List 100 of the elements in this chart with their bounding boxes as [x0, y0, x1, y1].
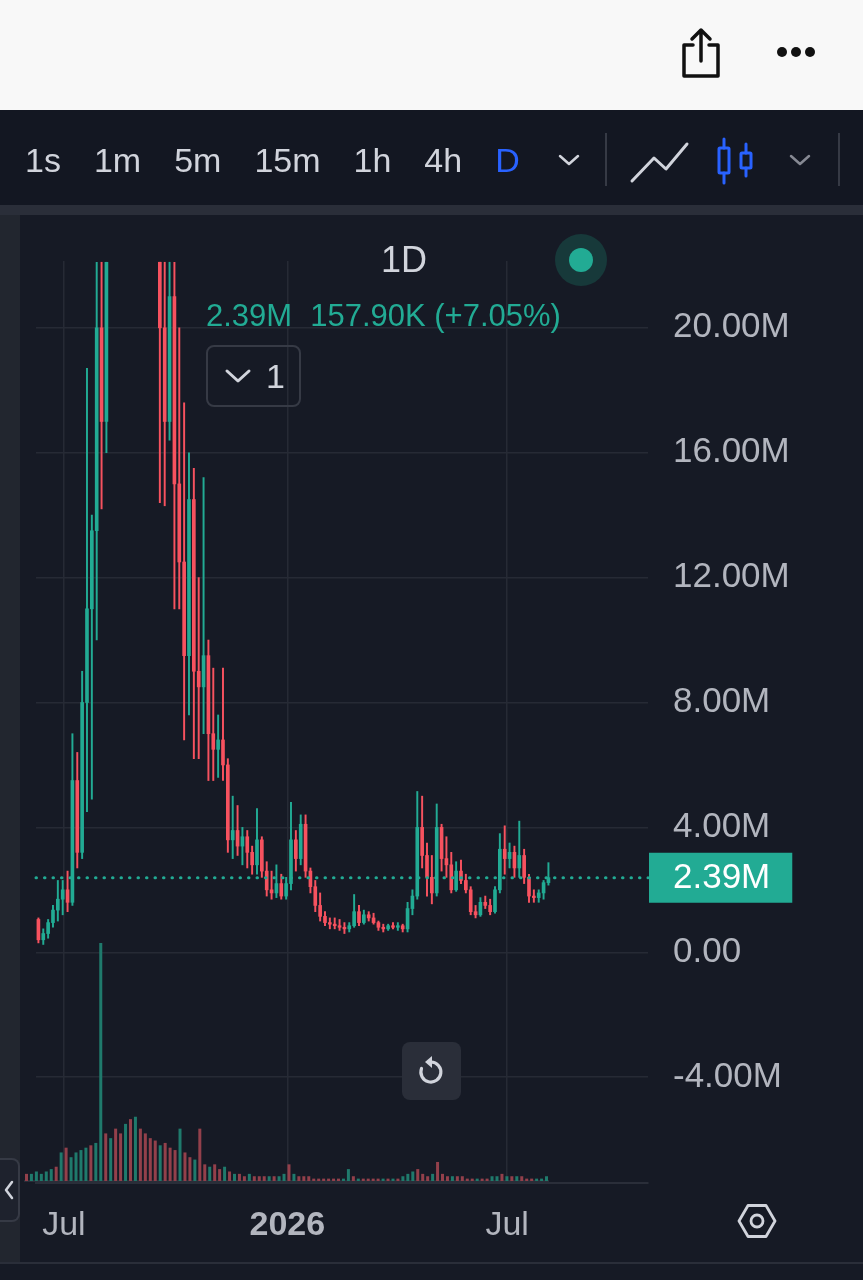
bar: [183, 1152, 187, 1181]
x-tick-label: Jul: [42, 1203, 86, 1242]
bar: [411, 1171, 415, 1181]
bar: [188, 1157, 192, 1181]
bar: [133, 1116, 137, 1181]
bar: [252, 1176, 256, 1181]
bar: [505, 1176, 509, 1181]
bar: [109, 1138, 113, 1181]
bar: [153, 1140, 157, 1181]
bar: [228, 1171, 232, 1181]
bar: [124, 1123, 128, 1181]
bar: [64, 1147, 68, 1181]
bar: [99, 943, 103, 1181]
candlestick: [532, 889, 536, 903]
y-tick-label: 16.00M: [673, 430, 790, 470]
bar: [54, 1166, 58, 1181]
bar: [84, 1147, 88, 1181]
bar: [431, 1173, 435, 1181]
bar: [287, 1164, 291, 1181]
bar: [119, 1133, 123, 1181]
bar: [545, 1176, 549, 1181]
bar: [272, 1176, 276, 1181]
y-tick-label: 20.00M: [673, 305, 790, 345]
bar: [198, 1128, 202, 1181]
bar: [128, 1119, 132, 1181]
bar: [173, 1150, 177, 1181]
bar: [495, 1176, 499, 1181]
bar: [49, 1169, 53, 1181]
bar: [515, 1176, 519, 1181]
bar: [148, 1138, 152, 1181]
bar: [421, 1173, 425, 1181]
bar: [203, 1164, 207, 1181]
bar: [34, 1171, 38, 1181]
annotation: 1D: [381, 239, 428, 280]
bar: [213, 1164, 217, 1181]
bar: [282, 1173, 286, 1181]
bar: [247, 1173, 251, 1181]
bar: [416, 1169, 420, 1181]
bar: [455, 1176, 459, 1181]
bar: [262, 1176, 266, 1181]
bar: [292, 1173, 296, 1181]
bar: [346, 1169, 350, 1181]
bar: [193, 1159, 197, 1181]
x-tick-label: Jul: [485, 1203, 529, 1242]
bar: [104, 1133, 108, 1181]
bar: [29, 1173, 33, 1181]
text: D: [495, 140, 520, 180]
x-tick-label: 2026: [249, 1203, 326, 1242]
bar: [89, 1145, 93, 1181]
bar: [24, 1173, 28, 1181]
bar: [69, 1157, 73, 1181]
bar: [445, 1176, 449, 1181]
bar: [520, 1176, 524, 1181]
bar: [450, 1176, 454, 1181]
bar: [242, 1176, 246, 1181]
bar: [79, 1150, 83, 1181]
bar: [114, 1128, 118, 1181]
bar: [302, 1176, 306, 1181]
text: 15m: [254, 140, 321, 180]
bar: [237, 1173, 241, 1181]
bar: [94, 1142, 98, 1181]
bar: [460, 1176, 464, 1181]
bar: [401, 1176, 405, 1181]
y-tick-label: 4.00M: [673, 805, 771, 845]
y-tick-label: 8.00M: [673, 680, 771, 720]
bar: [510, 1176, 514, 1181]
bar: [74, 1152, 78, 1181]
text: 4h: [424, 140, 463, 180]
bar: [44, 1171, 48, 1181]
annotation: 1: [266, 356, 285, 396]
bar: [406, 1173, 410, 1181]
text: 5m: [174, 140, 222, 180]
bar: [168, 1147, 172, 1181]
bar: [436, 1161, 440, 1181]
annotation: 2.39M: [206, 298, 293, 334]
bar: [297, 1176, 301, 1181]
text: 1h: [353, 140, 392, 180]
text: 1m: [93, 140, 142, 180]
bar: [178, 1128, 182, 1181]
bar: [39, 1173, 43, 1181]
bar: [351, 1176, 355, 1181]
y-tick-label: 12.00M: [673, 555, 790, 595]
bar: [257, 1176, 261, 1181]
bar: [233, 1173, 236, 1181]
bar: [500, 1173, 504, 1181]
dropdown-button: 1: [206, 345, 301, 407]
bar: [490, 1176, 494, 1181]
bar: [426, 1176, 430, 1181]
y-tick-label: 0.00: [673, 929, 742, 969]
bar: [267, 1176, 271, 1181]
bar: [163, 1142, 167, 1181]
bar: [277, 1176, 281, 1181]
y-tick-label: -4.00M: [673, 1054, 782, 1094]
annotation: 157.90K (+7.05%): [310, 298, 561, 334]
bar: [59, 1152, 63, 1181]
bar: [218, 1169, 222, 1181]
ref-line-label: 2.39M: [673, 856, 771, 896]
bar: [223, 1166, 227, 1181]
bar: [158, 1145, 162, 1181]
bar: [138, 1128, 142, 1181]
